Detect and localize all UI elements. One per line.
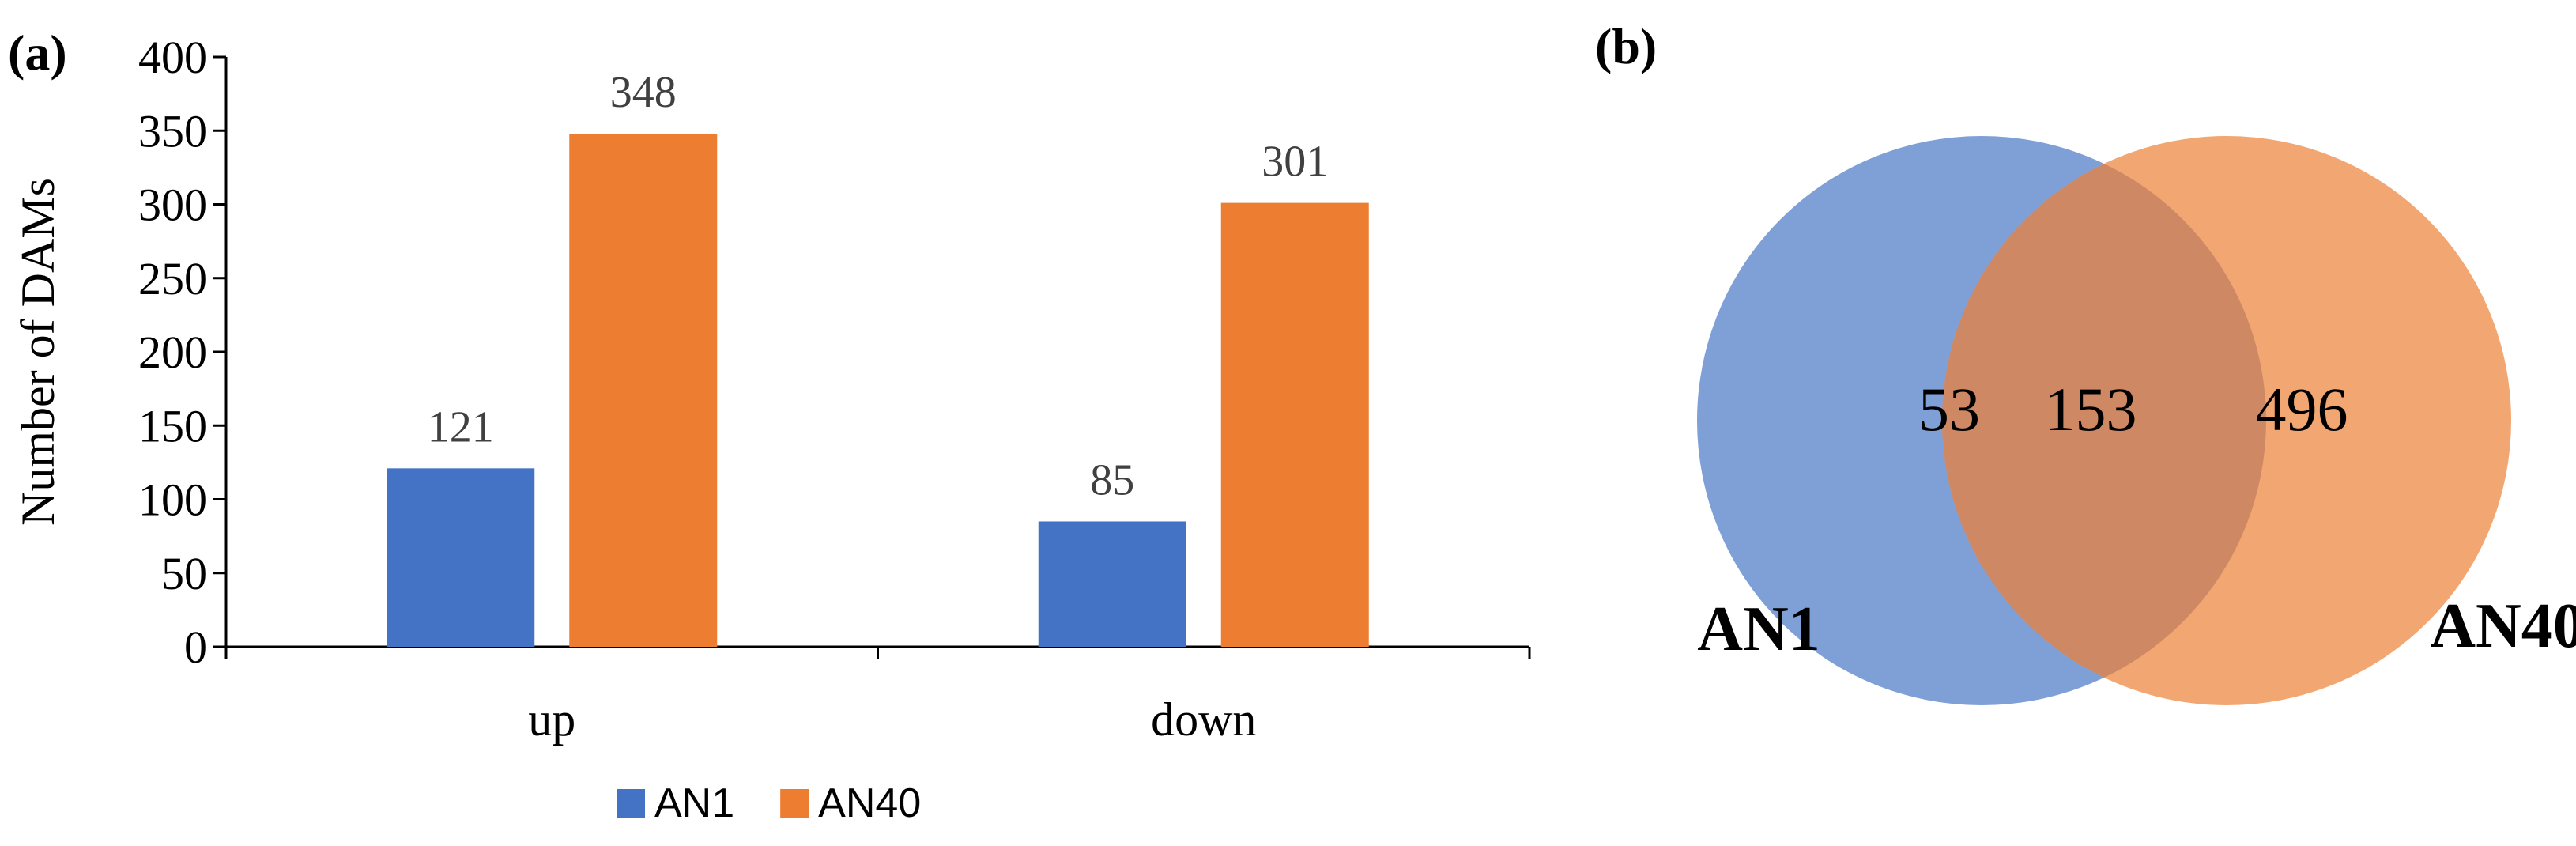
- y-tick-label: 250: [138, 253, 207, 304]
- y-axis: 0 50 100 150 200 250 300 350 400: [138, 32, 228, 673]
- y-tick-label: 200: [138, 327, 207, 378]
- panel-b-label: (b): [1595, 18, 1657, 74]
- bar-an40-down: [1220, 202, 1369, 647]
- y-tick-label: 0: [184, 621, 207, 673]
- bar-an1-up: [387, 468, 535, 647]
- venn-set-label-an1: AN1: [1697, 595, 1820, 664]
- panel-a-label: (a): [8, 25, 67, 81]
- venn-overlap: [1942, 136, 2266, 705]
- data-label: 85: [1090, 455, 1134, 504]
- venn-intersection-count: 153: [2045, 375, 2137, 444]
- legend-swatch-an1: [617, 789, 645, 818]
- y-tick-label: 50: [161, 548, 207, 599]
- y-tick-label: 300: [138, 179, 207, 231]
- y-tick-label: 100: [138, 474, 207, 526]
- x-tick-label: up: [528, 693, 575, 746]
- bar-an40-up: [569, 133, 718, 648]
- bars: 121 348 85 301: [387, 68, 1369, 648]
- x-tick-label: down: [1151, 693, 1256, 746]
- y-tick-label: 350: [138, 105, 207, 157]
- legend-swatch-an40: [780, 789, 809, 818]
- y-axis-label: Number of DAMs: [12, 178, 64, 526]
- venn-set-label-an40: AN40: [2430, 591, 2576, 661]
- bar-an1-down: [1038, 521, 1186, 647]
- panel-a-bar-chart: (a) Number of DAMs 0 50 100 150 200 250 300 350…: [8, 25, 1531, 826]
- data-label: 348: [610, 68, 677, 117]
- data-label: 121: [428, 402, 494, 451]
- legend: AN1 AN40: [617, 780, 921, 826]
- y-tick-label: 150: [138, 400, 207, 451]
- legend-label-an40: AN40: [818, 780, 921, 826]
- data-label: 301: [1262, 138, 1328, 187]
- venn-only-an1-count: 53: [1918, 375, 1980, 444]
- legend-label-an1: AN1: [654, 780, 734, 826]
- y-tick-label: 400: [138, 32, 207, 83]
- panel-b-venn-diagram: (b) 53 153 496 AN1 AN40: [1595, 18, 2576, 705]
- x-axis: up down: [224, 645, 1531, 746]
- venn-only-an40-count: 496: [2256, 375, 2348, 444]
